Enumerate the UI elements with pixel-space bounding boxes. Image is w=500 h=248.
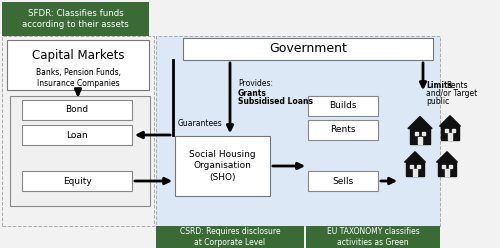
Bar bbox=[442, 165, 446, 168]
Bar bbox=[306, 226, 440, 248]
Polygon shape bbox=[440, 116, 460, 126]
Text: Builds: Builds bbox=[329, 101, 357, 111]
Polygon shape bbox=[436, 152, 458, 162]
Bar bbox=[438, 162, 456, 176]
Text: CSRD: Requires disclosure
at Corporate Level: CSRD: Requires disclosure at Corporate L… bbox=[180, 227, 280, 247]
Bar bbox=[448, 165, 452, 168]
Bar bbox=[22, 171, 132, 191]
Bar bbox=[183, 38, 433, 60]
Bar bbox=[22, 100, 132, 120]
Text: Bond: Bond bbox=[66, 105, 88, 115]
Text: Equity: Equity bbox=[62, 177, 92, 186]
Text: Banks, Pension Funds,
Insurance Companies: Banks, Pension Funds, Insurance Companie… bbox=[36, 68, 120, 88]
Bar bbox=[418, 137, 422, 144]
Text: and/or Target: and/or Target bbox=[426, 90, 477, 98]
Text: Rents: Rents bbox=[446, 82, 468, 91]
Text: Government: Government bbox=[269, 42, 347, 56]
Bar bbox=[422, 132, 426, 135]
Bar bbox=[2, 36, 154, 226]
Bar bbox=[7, 40, 149, 90]
Bar bbox=[442, 126, 458, 139]
Text: Grants: Grants bbox=[238, 89, 267, 97]
Text: EU TAXONOMY classifies
activities as Green: EU TAXONOMY classifies activities as Gre… bbox=[326, 227, 420, 247]
Text: Capital Markets: Capital Markets bbox=[32, 49, 124, 62]
Bar bbox=[2, 2, 149, 36]
Text: Rents: Rents bbox=[330, 125, 356, 134]
Bar bbox=[406, 162, 424, 176]
Bar bbox=[175, 136, 270, 196]
Polygon shape bbox=[408, 117, 432, 129]
Bar bbox=[308, 96, 378, 116]
Bar bbox=[308, 120, 378, 140]
Text: Loan: Loan bbox=[66, 130, 88, 139]
Bar bbox=[446, 129, 448, 132]
Text: Social Housing
Organisation
(SHO): Social Housing Organisation (SHO) bbox=[189, 150, 256, 182]
Bar bbox=[410, 129, 430, 144]
Bar bbox=[413, 169, 417, 176]
Text: SFDR: Classifies funds
according to their assets: SFDR: Classifies funds according to thei… bbox=[22, 9, 129, 29]
Bar bbox=[445, 169, 449, 176]
Bar bbox=[448, 133, 452, 139]
Text: Provides:: Provides: bbox=[238, 79, 273, 88]
Bar bbox=[410, 165, 414, 168]
Text: Subsidised Loans: Subsidised Loans bbox=[238, 97, 313, 106]
Bar bbox=[452, 129, 454, 132]
Polygon shape bbox=[404, 152, 425, 162]
Bar bbox=[416, 165, 420, 168]
Bar bbox=[22, 125, 132, 145]
Bar bbox=[156, 226, 304, 248]
Bar bbox=[414, 132, 418, 135]
Bar bbox=[156, 36, 440, 226]
Bar bbox=[308, 171, 378, 191]
Bar bbox=[10, 96, 150, 206]
Text: Sells: Sells bbox=[332, 177, 353, 186]
Text: public: public bbox=[426, 97, 449, 106]
Text: Limits: Limits bbox=[426, 82, 452, 91]
Text: Guarantees: Guarantees bbox=[178, 119, 223, 128]
